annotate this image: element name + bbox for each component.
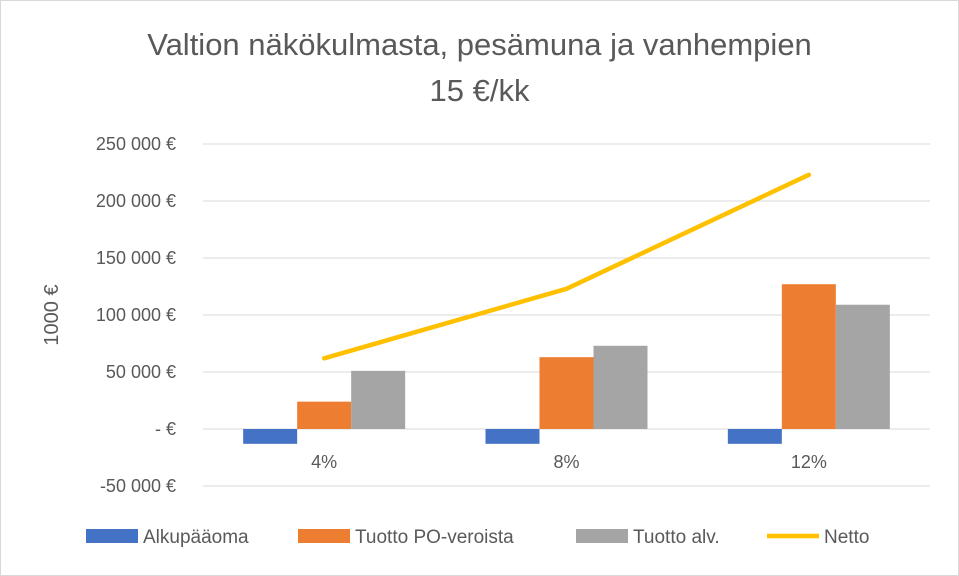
bar [835,304,890,429]
chart-title-line-1: Valtion näkökulmasta, pesämuna ja vanhem… [147,27,812,62]
y-tick-label: 100 000 € [96,305,176,325]
x-tick-label: 12% [791,452,827,472]
bar [781,284,836,429]
y-tick-label: - € [155,419,176,439]
y-tick-label: -50 000 € [100,476,176,496]
chart-title-line-2: 15 €/kk [429,73,530,108]
legend-swatch [298,529,350,543]
bar [539,357,594,429]
x-tick-label: 8% [553,452,579,472]
bar [243,429,298,444]
bar [485,429,540,444]
y-tick-label: 250 000 € [96,134,176,154]
legend-label: Tuotto alv. [633,527,720,548]
line-group [321,172,812,361]
bar [351,370,406,429]
bars-group [243,284,890,444]
bar [727,429,782,444]
legend-label: Alkupääoma [143,527,249,548]
legend-label: Netto [824,527,869,548]
legend: Alkupääoma Tuotto PO-veroista Tuotto alv. N… [86,527,869,548]
x-tick-labels: 4% 8% 12% [311,452,827,472]
y-tick-labels: 250 000 € 200 000 € 150 000 € 100 000 € 50 0… [96,134,176,496]
x-tick-label: 4% [311,452,337,472]
y-axis-label: 1000 € [41,284,63,345]
legend-swatch [576,529,628,543]
y-tick-label: 50 000 € [106,362,176,382]
y-tick-label: 150 000 € [96,248,176,268]
bar [297,401,352,429]
legend-label: Tuotto PO-veroista [355,527,514,548]
bar [593,345,648,429]
legend-swatch [86,529,138,543]
y-tick-label: 200 000 € [96,191,176,211]
line-netto [321,172,812,361]
